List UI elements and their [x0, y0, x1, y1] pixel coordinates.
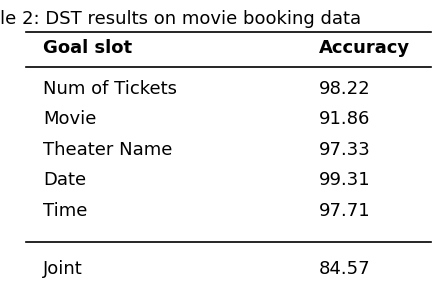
Text: 91.86: 91.86	[319, 110, 370, 128]
Text: Time: Time	[43, 202, 87, 220]
Text: Accuracy: Accuracy	[319, 39, 410, 57]
Text: 99.31: 99.31	[319, 171, 370, 190]
Text: Num of Tickets: Num of Tickets	[43, 80, 177, 98]
Text: 84.57: 84.57	[319, 260, 370, 278]
Text: 97.71: 97.71	[319, 202, 370, 220]
Text: Theater Name: Theater Name	[43, 141, 172, 159]
Text: Movie: Movie	[43, 110, 96, 128]
Text: Goal slot: Goal slot	[43, 39, 132, 57]
Text: 97.33: 97.33	[319, 141, 370, 159]
Text: Date: Date	[43, 171, 86, 190]
Text: 98.22: 98.22	[319, 80, 370, 98]
Text: Joint: Joint	[43, 260, 82, 278]
Text: le 2: DST results on movie booking data: le 2: DST results on movie booking data	[0, 10, 361, 28]
